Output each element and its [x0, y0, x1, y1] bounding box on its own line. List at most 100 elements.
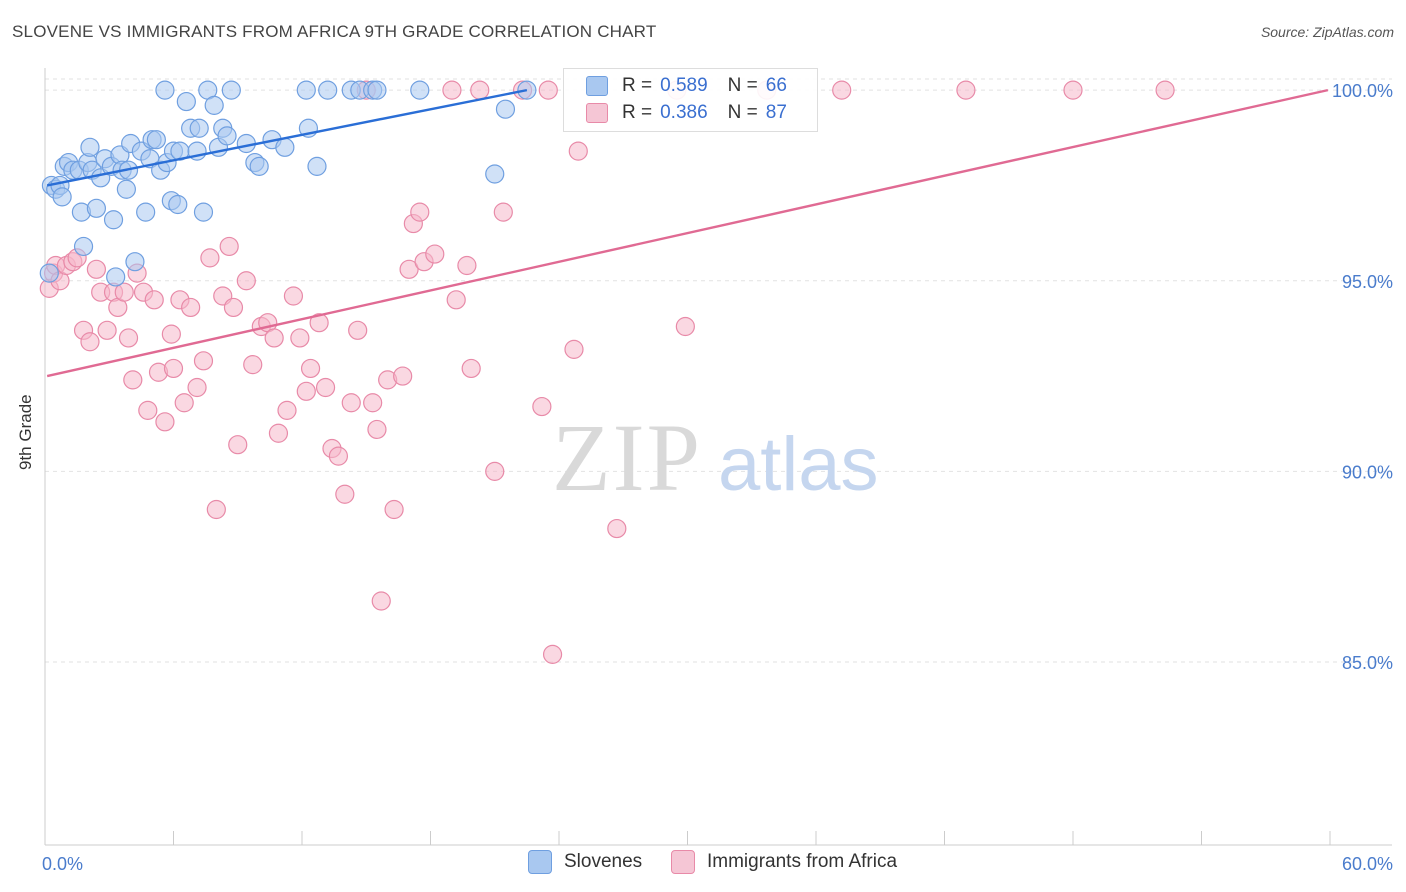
series-immigrants-from-africa [39, 80, 1175, 664]
data-point [97, 320, 117, 340]
data-point [123, 370, 143, 390]
legend-r-value: 0.589 [660, 75, 708, 96]
data-point [114, 282, 134, 302]
legend-row-slovenes: R = 0.589 N = 66 [586, 74, 787, 98]
data-point [116, 179, 136, 199]
data-point [442, 80, 462, 100]
data-point [470, 80, 490, 100]
series-slovenes [39, 80, 537, 287]
data-point [206, 499, 226, 520]
data-point [236, 271, 256, 291]
data-point [318, 80, 338, 100]
data-point [52, 187, 72, 207]
data-point [146, 130, 166, 150]
data-point [341, 393, 361, 413]
legend-item-slovenes[interactable]: Slovenes [528, 850, 642, 874]
data-point [328, 446, 349, 466]
data-point [1063, 80, 1083, 100]
data-point [106, 267, 126, 287]
legend-item-immigrants-from-africa[interactable]: Immigrants from Africa [671, 850, 897, 874]
data-point [300, 358, 321, 379]
data-point [136, 202, 156, 222]
data-point [607, 518, 627, 539]
watermark-zip: ZIP [552, 404, 702, 511]
data-point [275, 137, 295, 157]
legend-label-slovenes: Slovenes [564, 851, 643, 872]
data-point [103, 210, 124, 230]
chart-title: SLOVENE VS IMMIGRANTS FROM AFRICA 9TH GR… [12, 22, 657, 41]
data-point [315, 377, 336, 398]
legend-n-value: 66 [765, 75, 787, 96]
data-point [393, 366, 413, 386]
y-tick-label: 100.0% [1332, 81, 1393, 101]
legend-n-label: N = [727, 75, 758, 96]
data-point [348, 320, 368, 340]
data-point [568, 141, 588, 161]
legend-n-label: N = [727, 102, 758, 123]
trendlines [46, 88, 1329, 378]
legend-row-immigrants: R = 0.386 N = 87 [586, 101, 787, 125]
data-point [243, 355, 263, 375]
trendline [46, 88, 1329, 378]
legend-label-immigrants-from-africa: Immigrants from Africa [707, 851, 898, 872]
legend-swatch-blue [586, 76, 608, 96]
watermark-atlas: atlas [718, 422, 879, 507]
y-tick-label: 90.0% [1342, 462, 1393, 482]
data-point [80, 332, 100, 352]
data-point [125, 252, 145, 272]
data-point [163, 358, 184, 379]
data-point [161, 324, 181, 344]
data-point [296, 80, 316, 100]
y-tick-label: 85.0% [1342, 653, 1393, 673]
data-point [542, 644, 563, 664]
data-point [219, 236, 239, 257]
data-point [335, 484, 355, 504]
legend-swatch-blue [528, 850, 552, 874]
legend-swatch-pink [671, 850, 695, 874]
data-point [309, 313, 329, 333]
data-point [410, 80, 430, 100]
data-point [485, 461, 505, 481]
data-point [174, 393, 194, 413]
data-point [410, 202, 430, 222]
x-tick-label: 0.0% [42, 854, 83, 874]
data-point [221, 80, 241, 100]
data-point [144, 290, 164, 310]
tick-labels: 100.0% 95.0% 90.0% 85.0% 0.0% 60.0% [42, 81, 1393, 874]
data-point [495, 99, 516, 119]
legend-swatch-pink [586, 103, 608, 123]
data-point [564, 339, 584, 359]
data-point [249, 156, 269, 176]
data-point [39, 263, 59, 283]
data-point [193, 202, 214, 222]
data-point [538, 80, 558, 100]
data-point [138, 400, 158, 420]
stats-legend: R = 0.589 N = 66 R = 0.386 N = 87 [563, 68, 818, 132]
data-point [193, 351, 214, 371]
data-point [832, 80, 852, 100]
data-point [363, 393, 383, 413]
data-point [956, 80, 976, 100]
x-tick-label: 60.0% [1342, 854, 1393, 874]
data-point [204, 95, 224, 115]
data-point [181, 297, 201, 318]
data-point [168, 194, 188, 215]
data-point [80, 137, 100, 157]
data-point [367, 80, 387, 100]
data-point [296, 381, 316, 401]
data-point [264, 328, 284, 348]
data-point [532, 396, 552, 417]
data-point [1155, 80, 1175, 100]
legend-r-label: R = [622, 102, 653, 123]
axes [44, 68, 1392, 846]
legend-n-value: 87 [765, 102, 787, 123]
data-point [307, 156, 327, 176]
data-point [457, 255, 477, 276]
data-point [446, 290, 466, 310]
y-tick-label: 95.0% [1342, 272, 1393, 292]
y-axis-label: 9th Grade [16, 394, 35, 470]
source-label: Source: ZipAtlas.com [1260, 24, 1394, 40]
data-point [155, 412, 175, 432]
data-point [371, 591, 391, 611]
